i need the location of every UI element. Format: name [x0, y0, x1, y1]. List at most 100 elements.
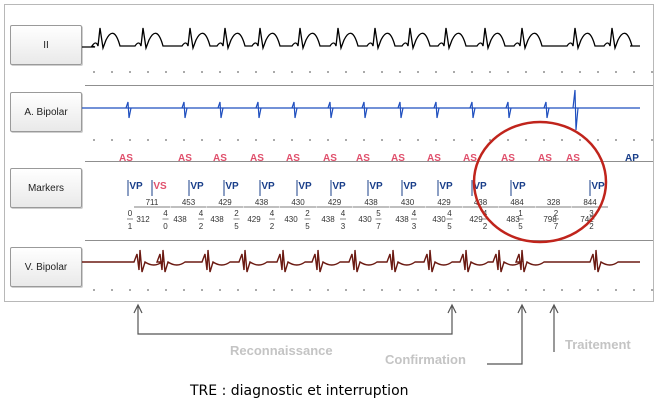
marker-vp: VP	[591, 181, 605, 192]
marker-as: AS	[213, 153, 227, 164]
fraction-top: 5	[376, 209, 381, 218]
atrial-spike	[327, 101, 334, 119]
marker-vp: VP	[190, 181, 204, 192]
fraction-bottom: 1	[128, 222, 133, 231]
marker-vp: VP	[439, 181, 453, 192]
marker-as: AS	[463, 153, 477, 164]
fraction-bottom: 3	[341, 222, 346, 231]
channel-label-markers: Markers	[10, 168, 82, 208]
fraction-top: 2	[305, 209, 310, 218]
marker-vs: VS	[153, 181, 167, 192]
interval-upper: 430	[291, 198, 305, 207]
atrial-spike	[255, 101, 262, 119]
fraction-bottom: 3	[412, 222, 417, 231]
atrial-spike	[181, 101, 188, 119]
marker-as: AS	[391, 153, 405, 164]
fraction-top: 4	[270, 209, 275, 218]
channel-separator	[85, 240, 653, 241]
fraction-bottom: 2	[199, 222, 204, 231]
interval-lower: 430	[432, 215, 446, 224]
fraction-top: 0	[128, 209, 133, 218]
marker-as: AS	[538, 153, 552, 164]
fraction-top: 4	[447, 209, 452, 218]
fraction-top: 4	[412, 209, 417, 218]
interval-lower: 483	[506, 215, 520, 224]
interval-upper: 484	[510, 198, 524, 207]
marker-vp: VP	[332, 181, 346, 192]
marker-vp: VP	[129, 181, 143, 192]
marker-vp: VP	[225, 181, 239, 192]
highlight-circle	[472, 120, 608, 244]
atrial-spike	[291, 101, 298, 119]
grid-dots	[85, 65, 653, 83]
channel-separator	[85, 161, 653, 162]
marker-vp: VP	[261, 181, 275, 192]
fraction-bottom: 7	[554, 222, 559, 231]
fraction-bottom: 2	[270, 222, 275, 231]
marker-as: AS	[286, 153, 300, 164]
interval-lower: 742	[580, 215, 594, 224]
fraction-top: 1	[518, 209, 523, 218]
arrow-head	[447, 303, 457, 314]
fraction-top: 2	[234, 209, 239, 218]
recognition-bracket	[137, 306, 453, 335]
marker-as: AS	[356, 153, 370, 164]
confirmation-bracket	[487, 306, 523, 365]
atrial-spike	[505, 101, 512, 119]
fraction-bottom: 2	[589, 222, 594, 231]
fraction-top: 4	[483, 209, 488, 218]
marker-vp: VP	[473, 181, 487, 192]
fraction-bottom: 2	[483, 222, 488, 231]
interval-lower: 438	[321, 215, 335, 224]
channel-label-v-bipolar: V. Bipolar	[10, 247, 82, 287]
annotation-treatment: Traitement	[565, 337, 631, 352]
atrial-spike	[217, 101, 224, 119]
interval-upper: 430	[401, 198, 415, 207]
marker-vp: VP	[403, 181, 417, 192]
interval-lower: 438	[173, 215, 187, 224]
interval-lower: 430	[284, 215, 298, 224]
interval-upper: 711	[146, 198, 159, 207]
atrial-spike	[125, 101, 132, 119]
atrial-spike	[397, 101, 404, 119]
marker-as: AS	[178, 153, 192, 164]
interval-lower: 438	[395, 215, 409, 224]
atrial-spike	[433, 101, 440, 119]
interval-upper: 438	[474, 198, 488, 207]
interval-lower: 438	[210, 215, 224, 224]
marker-as: AS	[250, 153, 264, 164]
fraction-bottom: 5	[518, 222, 523, 231]
marker-as: AS	[566, 153, 580, 164]
marker-vp: VP	[512, 181, 526, 192]
channel-label-lead-ii: II	[10, 25, 82, 65]
lead-ii-trace	[82, 27, 640, 51]
interval-upper: 438	[364, 198, 378, 207]
fraction-bottom: 7	[376, 222, 381, 231]
marker-vp: VP	[298, 181, 312, 192]
atrial-spike	[572, 89, 579, 131]
fraction-bottom: 0	[163, 222, 168, 231]
arrow-head	[549, 303, 559, 314]
interval-lower: 798	[543, 215, 557, 224]
atrial-spike	[469, 101, 476, 119]
interval-upper: 429	[328, 198, 342, 207]
fraction-top: 4	[163, 209, 168, 218]
arrow-head	[133, 303, 143, 314]
interval-lower: 429	[469, 215, 483, 224]
interval-upper: 429	[437, 198, 451, 207]
channel-separator	[85, 85, 653, 86]
fraction-bottom: 5	[234, 222, 239, 231]
marker-as: AS	[501, 153, 515, 164]
annotation-confirmation: Confirmation	[385, 352, 466, 367]
interval-lower: 430	[358, 215, 372, 224]
interval-upper: 438	[255, 198, 269, 207]
fraction-bottom: 5	[305, 222, 310, 231]
caption: TRE : diagnostic et interruption	[190, 383, 409, 399]
interval-upper: 328	[547, 198, 561, 207]
fraction-bottom: 5	[447, 222, 452, 231]
interval-lower: 312	[136, 215, 150, 224]
marker-ap: AP	[625, 153, 639, 164]
interval-upper: 844	[583, 198, 597, 207]
marker-vp: VP	[369, 181, 383, 192]
